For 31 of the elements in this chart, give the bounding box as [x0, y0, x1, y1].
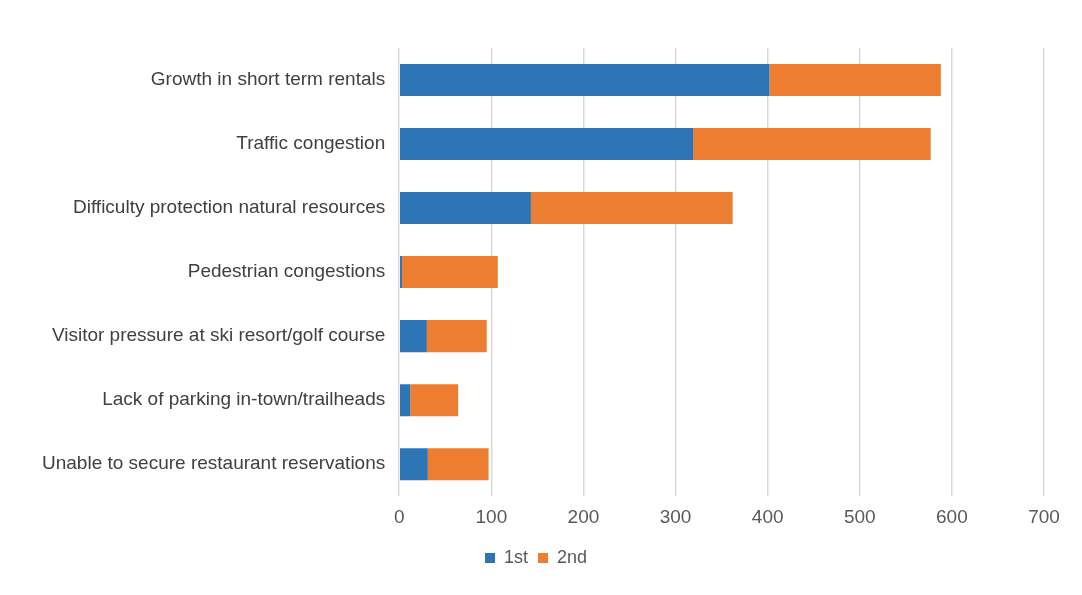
- legend-label: 1st: [503, 546, 528, 567]
- bar: [427, 448, 489, 481]
- bar: [410, 384, 459, 417]
- bar: [693, 128, 931, 161]
- bar: [399, 448, 428, 481]
- legend-label: 2nd: [556, 546, 588, 567]
- x-tick-label: 300: [659, 505, 692, 527]
- y-tick-label: Traffic congestion: [236, 132, 386, 154]
- bar: [399, 256, 402, 289]
- bar: [769, 64, 941, 97]
- bar: [530, 192, 733, 225]
- y-tick-label: Visitor pressure at ski resort/golf course: [51, 324, 386, 346]
- x-tick-label: 0: [393, 505, 405, 527]
- bar: [402, 256, 498, 289]
- y-tick-label: Difficulty protection natural resources: [72, 196, 386, 218]
- bar: [399, 320, 427, 353]
- y-tick-label: Growth in short term rentals: [150, 68, 386, 90]
- x-tick-label: 700: [1028, 505, 1060, 527]
- bar: [399, 64, 770, 97]
- y-tick-label: Unable to secure restaurant reservations: [42, 452, 386, 474]
- bar: [426, 320, 487, 353]
- y-tick-label: Lack of parking in-town/trailheads: [102, 388, 386, 410]
- x-tick-label: 100: [475, 505, 508, 527]
- x-tick-label: 600: [936, 505, 968, 527]
- x-tick-label: 400: [751, 505, 784, 527]
- bar: [399, 384, 411, 417]
- x-tick-label: 500: [843, 505, 876, 527]
- bar: [399, 128, 694, 161]
- bar: [399, 192, 531, 225]
- x-tick-label: 200: [567, 505, 600, 527]
- y-tick-label: Pedestrian congestions: [187, 260, 386, 282]
